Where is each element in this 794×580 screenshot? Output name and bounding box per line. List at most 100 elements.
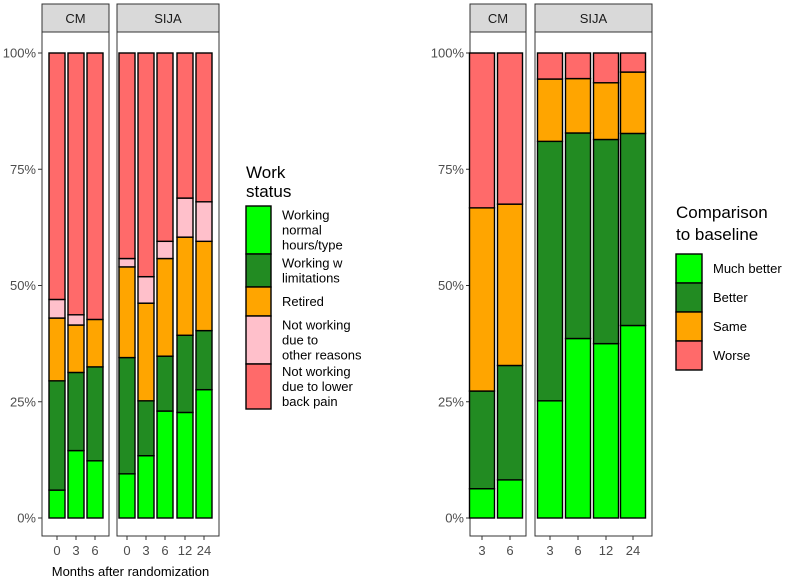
bar-segment — [496, 479, 524, 519]
bar-segment — [48, 298, 66, 319]
legend-title: Comparison — [676, 203, 768, 222]
x-tick-label: 6 — [161, 543, 168, 558]
bar-segment — [496, 52, 524, 205]
bar-segment — [86, 52, 104, 321]
legend-label: Worse — [713, 348, 750, 363]
bar-segment — [195, 52, 213, 203]
bar-segment — [195, 388, 213, 519]
bar-segment — [137, 400, 155, 457]
bar-segment — [564, 52, 592, 80]
y-tick-label: 100% — [431, 46, 465, 61]
bar-segment — [564, 132, 592, 340]
bar-segment — [48, 52, 66, 301]
y-tick-label: 75% — [10, 162, 36, 177]
bar-segment — [67, 371, 85, 452]
x-tick-label: 24 — [626, 543, 640, 558]
bar-segment — [156, 257, 174, 357]
x-tick-label: 3 — [546, 543, 553, 558]
y-tick-label: 100% — [3, 46, 37, 61]
legend-label: Working w limitations — [282, 256, 343, 286]
facet-label: SIJA — [580, 11, 608, 26]
bar-segment — [619, 71, 647, 135]
x-axis-title: Months after randomization — [52, 564, 210, 579]
bar-segment — [592, 138, 620, 345]
bar-segment — [619, 132, 647, 327]
bar-segment — [48, 317, 66, 382]
bar-segment — [137, 275, 155, 304]
legend-key — [675, 253, 703, 284]
bar-segment — [536, 52, 564, 80]
bar-segment — [176, 236, 194, 336]
legend-title: to baseline — [676, 225, 758, 244]
legend-label: Not working due to other reasons — [282, 318, 362, 363]
legend-key — [245, 315, 272, 365]
bar-segment — [137, 302, 155, 402]
bar-segment — [619, 324, 647, 519]
bar-segment — [496, 203, 524, 367]
bar-segment — [195, 240, 213, 332]
y-tick-label: 25% — [438, 394, 464, 409]
facet-label: CM — [488, 11, 508, 26]
bar-segment — [67, 52, 85, 316]
x-tick-label: 6 — [574, 543, 581, 558]
legend-key — [245, 205, 272, 255]
bar-segment — [176, 334, 194, 414]
bar-segment — [468, 488, 496, 519]
facet-strip — [534, 3, 653, 33]
legend-key — [245, 363, 272, 410]
x-tick-label: 24 — [197, 543, 211, 558]
bar-segment — [118, 52, 136, 260]
bar-segment — [176, 411, 194, 519]
bar-segment — [468, 52, 496, 209]
x-tick-label: 3 — [142, 543, 149, 558]
legend-title: Work — [246, 163, 286, 182]
x-tick-label: 3 — [72, 543, 79, 558]
legend-label: Retired — [282, 294, 324, 309]
legend-label: Same — [713, 319, 747, 334]
bar-segment — [118, 257, 136, 268]
bar-segment — [176, 197, 194, 238]
bar-segment — [619, 52, 647, 73]
bar-segment — [86, 460, 104, 519]
bar-segment — [496, 364, 524, 481]
bar-segment — [536, 140, 564, 402]
y-tick-label: 0% — [445, 511, 464, 526]
x-tick-label: 12 — [178, 543, 192, 558]
facet-strip — [469, 3, 527, 33]
x-tick-label: 0 — [123, 543, 130, 558]
y-tick-label: 75% — [438, 162, 464, 177]
x-tick-label: 6 — [91, 543, 98, 558]
facet-strip — [116, 3, 220, 33]
bar-segment — [592, 342, 620, 519]
bar-segment — [195, 329, 213, 391]
y-tick-label: 50% — [10, 278, 36, 293]
bar-segment — [156, 240, 174, 260]
bar-segment — [67, 324, 85, 374]
bar-segment — [156, 52, 174, 243]
legend-key — [245, 253, 272, 288]
bar-segment — [592, 82, 620, 141]
bar-segment — [195, 201, 213, 243]
bar-segment — [67, 314, 85, 326]
legend-label: Better — [713, 290, 748, 305]
facet-label: SIJA — [154, 11, 182, 26]
x-tick-label: 0 — [53, 543, 60, 558]
legend-key — [675, 282, 703, 313]
legend-key — [245, 286, 272, 317]
bar-segment — [48, 380, 66, 491]
bar-segment — [86, 366, 104, 462]
x-tick-label: 3 — [478, 543, 485, 558]
bar-segment — [137, 52, 155, 278]
bar-segment — [48, 489, 66, 519]
x-tick-label: 12 — [599, 543, 613, 558]
bar-segment — [67, 449, 85, 519]
bar-segment — [156, 410, 174, 519]
bar-segment — [468, 207, 496, 392]
y-tick-label: 50% — [438, 278, 464, 293]
bar-segment — [536, 400, 564, 519]
legend-label: Much better — [713, 261, 782, 276]
bar-segment — [118, 266, 136, 359]
bar-segment — [592, 52, 620, 84]
bar-segment — [118, 356, 136, 475]
